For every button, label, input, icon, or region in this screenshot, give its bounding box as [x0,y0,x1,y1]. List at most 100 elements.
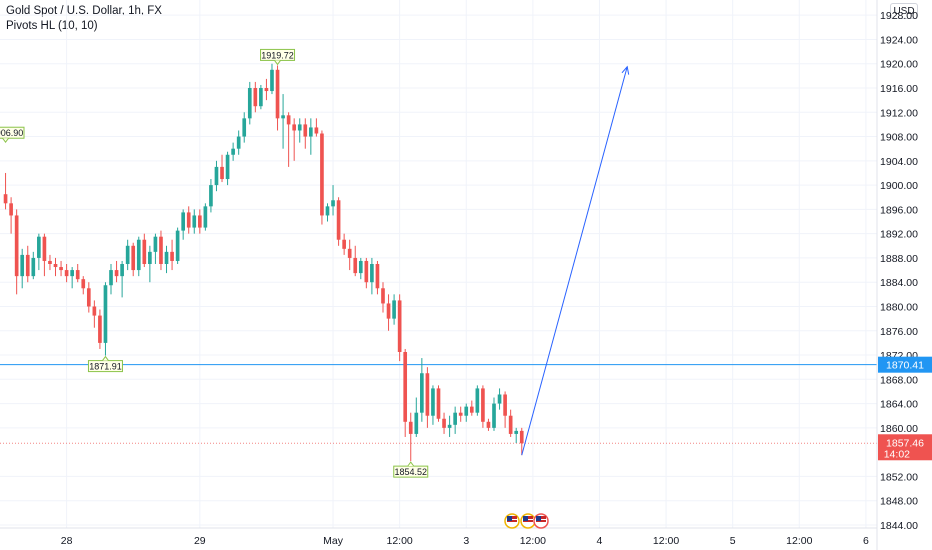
candle-body [48,260,52,264]
us-flag-event-icon[interactable] [520,513,536,529]
candle-body [408,421,413,434]
candle-body [120,264,124,277]
pivot-label-text: 1919.72 [261,50,294,60]
candle-body [131,245,136,271]
candle-body [381,288,385,304]
candle-body [236,136,241,149]
candle-body [453,412,457,425]
candle-body [42,236,47,261]
candle-body [469,406,474,413]
time-axis[interactable]: 28 29 May 12:00 3 12:00 4 12:00 5 12:00 6 [61,535,869,547]
candle-body [109,270,113,286]
x-tick-label: 12:00 [786,535,812,547]
candle-body [209,185,213,207]
candle-body [292,124,297,131]
candle-body [14,215,19,277]
price-axis[interactable]: 1928.00 1924.00 1920.00 1916.00 1912.00 1908.… [878,10,932,532]
indicator-label: Pivots HL (10, 10) [6,20,98,32]
grid [0,0,877,528]
candle-body [270,69,274,92]
candle-body [203,206,208,228]
us-flag-event-icon[interactable] [504,513,520,529]
candle-body [81,279,86,289]
candle-body [275,69,280,119]
candle-body [386,303,391,319]
y-tick-label: 1848.00 [880,496,918,508]
candle-body [253,88,258,107]
y-tick-label: 1852.00 [880,471,918,483]
x-tick-label: 29 [194,535,206,547]
pivot-label: 1854.52 [393,461,429,478]
pivot-label-text: 1906.90 [0,128,23,138]
candle-body [170,251,174,261]
symbol-title: Gold Spot / U.S. Dollar, 1h, FX [6,5,162,17]
pivot-labels: 1906.90 1871.91 1919.72 1854.52 [0,48,429,478]
candle-body [114,270,119,277]
candle-body [458,412,463,416]
economic-events[interactable] [504,513,549,529]
candle-body [414,412,419,434]
currency-button[interactable]: USD [890,3,918,19]
y-tick-label: 1868.00 [880,374,918,386]
candle-body [186,212,191,228]
candle-body [447,424,452,428]
candle-body [148,251,152,264]
candle-body [342,239,346,249]
us-flag-event-icon[interactable] [533,513,549,529]
candle-body [325,206,330,216]
y-tick-label: 1900.00 [880,180,918,192]
candle-body [220,166,224,180]
candle-body [364,260,369,283]
candle-body [164,251,169,264]
candle-body [3,194,8,204]
pivot-label-pointer [407,461,415,467]
candle-body [259,88,263,107]
candle-body [320,133,324,216]
y-tick-label: 1912.00 [880,107,918,119]
candle-body [331,200,335,207]
y-tick-label: 1844.00 [880,520,918,532]
y-tick-label: 1864.00 [880,399,918,411]
candle-body [281,115,285,119]
candle-body [247,88,252,119]
candle-body [192,215,197,228]
horizontal-line-layer [0,364,877,444]
horizontal-line-price-text: 1870.41 [886,360,924,372]
candle-body [347,248,352,258]
x-tick-label: May [323,535,344,547]
x-tick-label: 12:00 [387,535,413,547]
candle-body [436,388,441,419]
candle-body [425,373,430,416]
candle-body [175,230,180,261]
y-tick-label: 1880.00 [880,301,918,313]
pivot-label-text: 1871.91 [89,362,122,372]
candle-body [70,270,74,277]
pivot-label-pointer [274,60,281,66]
x-tick-label: 6 [863,535,869,547]
y-tick-label: 1896.00 [880,204,918,216]
y-tick-label: 1892.00 [880,229,918,241]
candle-body [297,124,302,131]
current-price-label-bg [878,434,932,461]
candle-body [142,239,147,264]
projection-arrow-head [621,65,630,75]
candle-body [514,430,519,434]
candle-body [153,236,158,252]
candle-body [9,203,13,216]
candle-body [53,264,58,268]
candle-body [86,288,91,307]
y-tick-label: 1876.00 [880,326,918,338]
y-tick-label: 1860.00 [880,423,918,435]
candle-body [431,388,435,416]
candle-body [25,254,30,277]
pivot-label-pointer [102,355,109,361]
candle-body [420,373,424,413]
pivot-label: 1871.91 [87,355,123,373]
candle-body [309,127,313,137]
projection-arrow-line [521,66,628,456]
candle-body [75,270,80,280]
pivot-label: 1919.72 [260,48,296,66]
candle-body [370,264,374,283]
